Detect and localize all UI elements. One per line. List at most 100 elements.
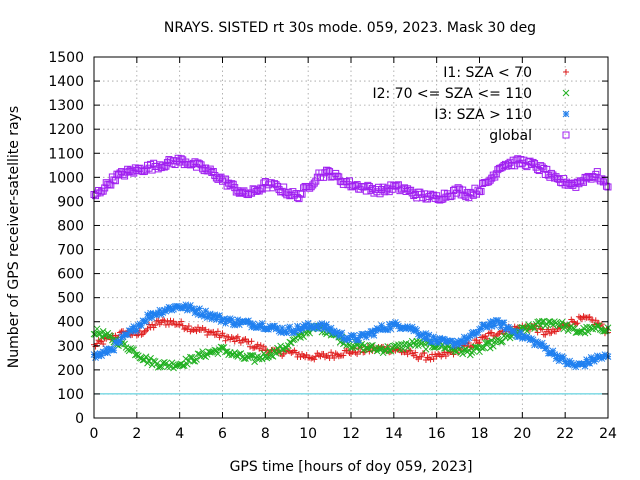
y-tick-label: 0 [75,411,84,427]
data-point [534,329,541,336]
data-point [499,338,506,345]
data-point [354,351,361,358]
legend-marker [562,131,570,139]
data-point [340,352,347,359]
legend-label: I1: SZA < 70 [443,65,532,81]
data-point [142,353,150,361]
data-point [196,305,203,312]
data-point [602,182,610,190]
x-tick-label: 16 [428,426,446,442]
data-point [526,323,534,330]
x-tick-label: 20 [513,426,531,442]
data-point [260,350,268,357]
y-tick-label: 1100 [48,146,84,162]
data-point [584,328,592,336]
x-tick-label: 2 [132,426,141,442]
data-point [309,354,316,361]
data-point [204,331,211,338]
legend: I1: SZA < 70 I2: 70 <= SZA <= 110 I3: SZA … [372,65,570,144]
data-point [176,321,183,328]
data-point [116,338,124,346]
data-point [164,318,171,325]
data-point [321,354,328,361]
data-point [278,345,286,353]
data-point [451,347,459,355]
y-tick-label: 600 [57,267,84,283]
data-point [190,327,197,334]
y-tick-label: 800 [57,218,84,234]
y-tick-label: 1000 [48,170,84,186]
y-tick-label: 1200 [48,122,84,138]
x-tick-label: 0 [90,426,99,442]
tick-layer: 0 2 4 6 8 10 12 14 16 18 20 22 240100200300400500600… [48,50,617,442]
data-point [561,321,569,329]
data-point [254,341,261,348]
data-point [221,332,228,339]
legend-label: global [489,128,532,144]
data-point [454,184,462,192]
data-point [592,317,599,324]
data-point [228,316,236,324]
legend-label: I2: 70 <= SZA <= 110 [372,86,532,102]
legend-item: I1: SZA < 70 [443,65,569,81]
data-point [121,172,129,180]
data-point [422,345,430,353]
data-point [107,333,115,340]
y-tick-label: 100 [57,387,84,403]
data-point [378,345,385,353]
data-point [320,350,327,357]
data-point [248,351,255,359]
data-point [286,338,294,346]
data-point [414,342,422,349]
data-point [130,346,138,354]
data-point [355,336,363,344]
data-point [257,342,264,349]
data-point [425,331,433,339]
x-tick-label: 12 [342,426,360,442]
data-point [157,363,165,370]
chart-title: NRAYS. SISTED rt 30s mode. 059, 2023. Ma… [164,20,536,36]
data-point [517,328,525,336]
data-point [479,344,486,352]
data-point [560,325,567,333]
data-point [210,328,217,335]
data-point [367,342,375,350]
data-point [476,339,483,346]
data-point [412,349,419,356]
data-point [328,349,335,356]
data-point [488,329,495,336]
data-point [260,343,267,350]
data-point [542,331,549,338]
data-point [170,318,177,325]
data-point [418,353,425,360]
y-axis-label: Number of GPS receiver-satellite rays [6,106,22,368]
data-point [459,350,467,358]
y-tick-label: 300 [57,339,84,355]
data-point [256,345,263,352]
data-point [183,360,191,368]
data-point [523,327,531,335]
legend-item: global [489,128,570,144]
data-point [286,323,294,331]
data-point [538,318,546,325]
data-point [483,339,491,346]
data-point [376,190,384,198]
data-point [246,352,254,359]
data-point [593,168,601,176]
series-3 [90,154,612,204]
data-point [331,354,338,361]
data-point [486,344,494,352]
data-point [430,355,437,362]
data-layer [90,154,612,372]
data-point [251,358,258,366]
legend-item: I3: SZA > 110 [434,107,570,123]
data-point [202,326,209,333]
data-point [231,338,238,345]
data-point [152,322,159,329]
data-point [98,333,106,341]
data-point [222,337,229,344]
y-tick-label: 900 [57,194,84,210]
legend-marker [562,89,570,97]
data-point [247,343,254,350]
